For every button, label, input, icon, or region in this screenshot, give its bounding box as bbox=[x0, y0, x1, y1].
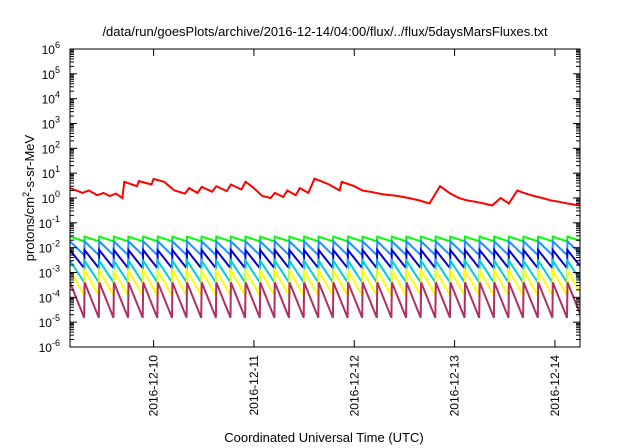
y-tick-base: 10 bbox=[39, 242, 53, 256]
y-tick-base: 10 bbox=[42, 43, 56, 57]
chart-title: /data/run/goesPlots/archive/2016-12-14/0… bbox=[102, 24, 548, 39]
y-tick-exponent: 6 bbox=[55, 40, 60, 50]
x-axis: 2016-12-10 2016-12-11 2016-12-12 2016-12-13… bbox=[147, 49, 562, 416]
y-axis: 10-610-510-410-310-210-11001011021031041… bbox=[39, 40, 580, 355]
y-axis-label: protons/cm2-s-sr-MeV bbox=[21, 134, 37, 261]
x-tick-label: 2016-12-13 bbox=[448, 355, 462, 417]
y-tick-label: 10-1 bbox=[39, 214, 60, 231]
y-tick-label: 10-6 bbox=[39, 338, 60, 355]
y-tick-base: 10 bbox=[42, 142, 56, 156]
y-tick-label: 101 bbox=[42, 164, 60, 181]
plot-area bbox=[69, 48, 581, 348]
x-tick-label: 2016-12-10 bbox=[147, 355, 161, 417]
y-tick-exponent: -5 bbox=[52, 313, 60, 323]
y-tick-base: 10 bbox=[39, 341, 53, 355]
y-tick-exponent: 2 bbox=[55, 139, 60, 149]
y-tick-exponent: 4 bbox=[55, 90, 60, 100]
y-tick-base: 10 bbox=[39, 217, 53, 231]
y-tick-label: 100 bbox=[42, 189, 60, 206]
y-tick-label: 10-3 bbox=[39, 264, 60, 281]
y-tick-label: 103 bbox=[42, 115, 60, 132]
y-tick-base: 10 bbox=[39, 267, 53, 281]
y-axis-label-superscript: 2 bbox=[21, 192, 31, 197]
y-tick-base: 10 bbox=[39, 316, 53, 330]
y-tick-exponent: 5 bbox=[55, 65, 60, 75]
y-tick-exponent: -1 bbox=[52, 214, 60, 224]
y-tick-label: 102 bbox=[42, 139, 60, 156]
y-tick-base: 10 bbox=[42, 118, 56, 132]
y-tick-label: 106 bbox=[42, 40, 60, 57]
y-tick-label: 104 bbox=[42, 90, 60, 107]
plot-frame bbox=[69, 48, 581, 348]
y-tick-base: 10 bbox=[42, 167, 56, 181]
y-tick-label: 10-5 bbox=[39, 313, 60, 330]
y-tick-exponent: -4 bbox=[52, 288, 60, 298]
x-tick-label: 2016-12-12 bbox=[347, 355, 361, 417]
x-axis-label: Coordinated Universal Time (UTC) bbox=[224, 430, 423, 445]
y-tick-exponent: -2 bbox=[52, 239, 60, 249]
y-tick-label: 10-4 bbox=[39, 288, 60, 305]
y-tick-base: 10 bbox=[42, 68, 56, 82]
series-line-1 bbox=[70, 177, 580, 207]
y-tick-base: 10 bbox=[42, 192, 56, 206]
y-tick-label: 105 bbox=[42, 65, 60, 82]
y-tick-base: 10 bbox=[42, 93, 56, 107]
x-tick-label: 2016-12-11 bbox=[247, 355, 261, 416]
y-tick-exponent: 0 bbox=[55, 189, 60, 199]
y-tick-label: 10-2 bbox=[39, 239, 60, 256]
y-tick-exponent: 1 bbox=[55, 164, 60, 174]
y-tick-exponent: 3 bbox=[55, 115, 60, 125]
x-tick-label: 2016-12-14 bbox=[548, 355, 562, 417]
y-axis-label-main: protons/cm bbox=[22, 197, 37, 261]
y-tick-exponent: -6 bbox=[52, 338, 60, 348]
y-tick-base: 10 bbox=[39, 291, 53, 305]
series-line-7 bbox=[70, 282, 580, 319]
y-axis-label-unit: -s-sr-MeV bbox=[22, 134, 37, 191]
series-layer bbox=[70, 177, 580, 319]
y-tick-exponent: -3 bbox=[52, 264, 60, 274]
